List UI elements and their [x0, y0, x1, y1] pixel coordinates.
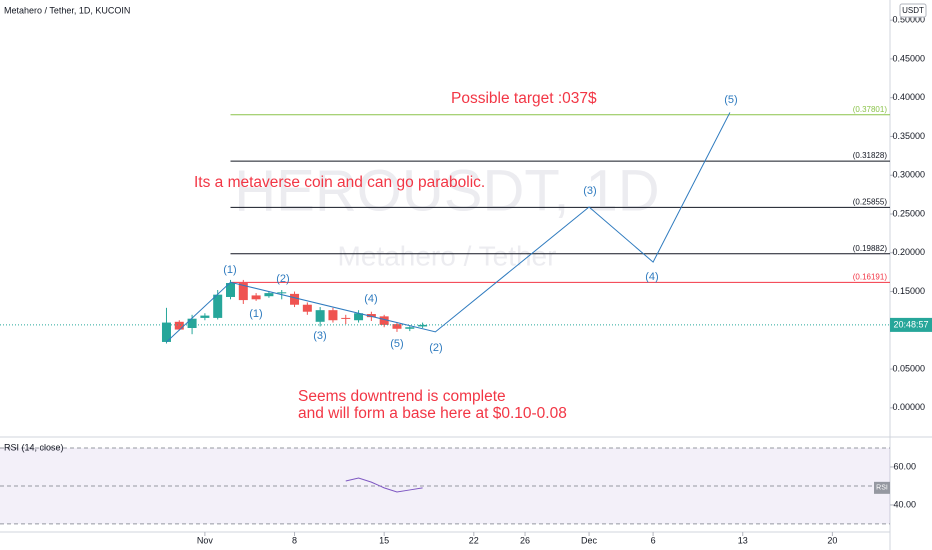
- wave-label: (3): [583, 185, 596, 197]
- rsi-line: [345, 477, 423, 493]
- candle-body: [264, 293, 274, 297]
- y-tick-label: 0.50000: [892, 15, 925, 25]
- candle-body: [341, 317, 351, 319]
- annotation: Its a metaverse coin and can go paraboli…: [194, 174, 485, 191]
- y-tick-label: 0.00000: [892, 402, 925, 412]
- wave-label: (4): [645, 271, 658, 283]
- annotation: and will form a base here at $0.10-0.08: [298, 405, 567, 422]
- price-badge: [890, 317, 932, 332]
- x-tick-label: 26: [520, 535, 530, 545]
- watermark: HEROUSDT, 1D: [234, 158, 659, 223]
- candle-body: [418, 324, 428, 327]
- x-tick-label: 13: [738, 535, 748, 545]
- wave-label: (2): [276, 273, 289, 285]
- currency: USDT: [902, 6, 924, 15]
- chart-title: Metahero / Tether, 1D, KUCOIN: [4, 5, 130, 15]
- candle-body: [238, 283, 248, 301]
- y-tick-label: 0.05000: [892, 363, 925, 373]
- x-tick-label: 8: [292, 535, 297, 545]
- wave-label: (3): [313, 330, 326, 342]
- y-tick-label: 0.40000: [892, 92, 925, 102]
- y-tick-label: 0.15000: [892, 286, 925, 296]
- candle-body: [315, 310, 325, 322]
- level-label: (0.19882): [853, 244, 888, 253]
- y-tick-label: 40.00: [893, 499, 916, 509]
- x-tick-label: 22: [469, 535, 479, 545]
- y-tick-label: 0.45000: [892, 53, 925, 63]
- rsi-badge: [874, 481, 890, 494]
- x-tick-label: Nov: [197, 535, 214, 545]
- level-label: (0.25855): [853, 197, 888, 206]
- candle-body: [366, 314, 376, 318]
- candle-body: [277, 292, 287, 294]
- x-tick-label: Dec: [581, 535, 598, 545]
- watermark-sub: Metahero / Tether: [338, 240, 557, 271]
- candle-body: [226, 283, 236, 297]
- y-tick-label: 0.35000: [892, 131, 925, 141]
- y-tick-label: 0.25000: [892, 208, 925, 218]
- candle-body: [290, 293, 300, 305]
- wave-label: (5): [390, 338, 403, 350]
- wave-line: [166, 112, 731, 343]
- x-tick-label: 6: [651, 535, 656, 545]
- candle-body: [328, 310, 338, 321]
- candle-body: [405, 327, 415, 329]
- y-tick-label: 60.00: [893, 461, 916, 471]
- y-tick-label: 0.30000: [892, 170, 925, 180]
- rsi-title: RSI (14, close): [4, 442, 64, 452]
- rsi-badge-label: RSI: [876, 485, 888, 492]
- countdown: 20:48:57: [893, 319, 928, 329]
- candle-body: [187, 318, 197, 328]
- wave-label: (1): [223, 264, 236, 276]
- level-label: (0.16191): [853, 272, 888, 281]
- annotation: Possible target :037$: [451, 90, 597, 107]
- candle-body: [200, 315, 210, 318]
- candle-body: [392, 324, 402, 329]
- x-tick-label: 20: [827, 535, 837, 545]
- currency-box: [899, 3, 927, 18]
- x-tick-label: 15: [379, 535, 389, 545]
- wave-label: (5): [724, 94, 737, 106]
- annotation: Seems downtrend is complete: [298, 388, 506, 405]
- candle-body: [302, 304, 312, 312]
- candle-body: [161, 322, 171, 342]
- candle-body: [251, 295, 261, 300]
- candle-body: [354, 313, 364, 321]
- wave-label: (4): [364, 293, 377, 305]
- candle-body: [174, 321, 184, 330]
- candle-body: [379, 316, 389, 325]
- y-tick-label: 0.20000: [892, 247, 925, 257]
- candle-body: [213, 294, 223, 318]
- wave-label: (2): [429, 342, 442, 354]
- wave-label: (1): [249, 308, 262, 320]
- level-label: (0.31828): [853, 151, 888, 160]
- level-label: (0.37801): [853, 105, 888, 114]
